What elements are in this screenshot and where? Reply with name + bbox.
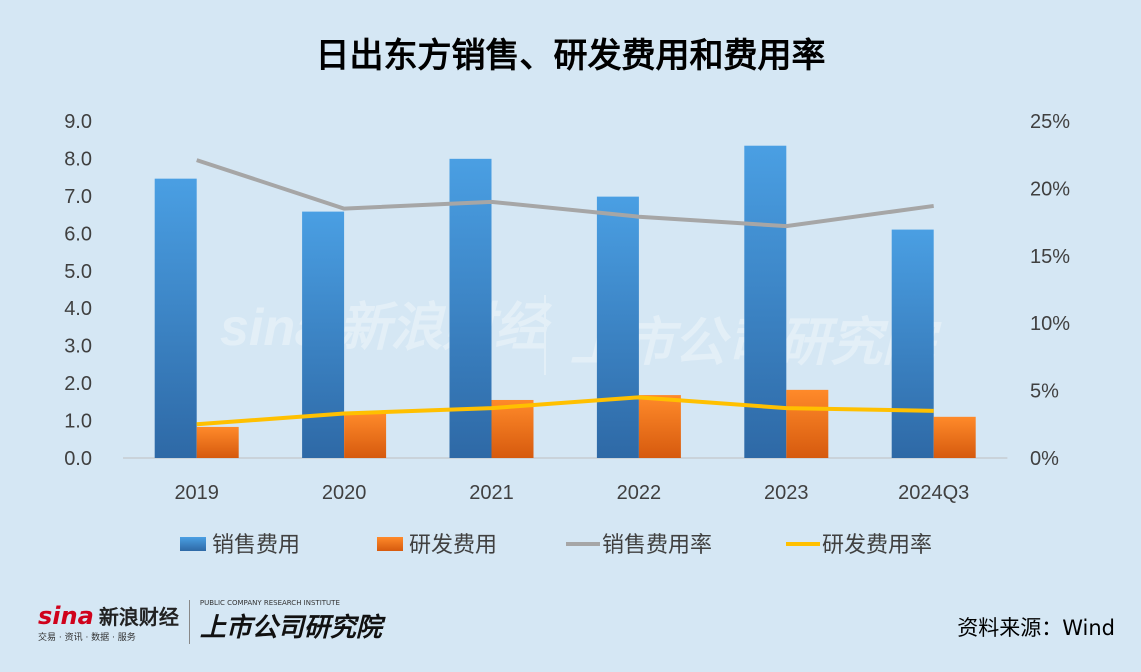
x-axis-tick: 2021 [469, 482, 514, 504]
source-note: 资料来源：Wind [957, 616, 1115, 640]
bar-rd [786, 389, 829, 458]
svg-text:sina 新浪财经: sina 新浪财经 [220, 299, 552, 357]
legend-label: 销售费用 [212, 532, 300, 557]
legend-swatch [180, 537, 206, 551]
right-axis-tick: 10% [1030, 313, 1070, 335]
legend-label: 研发费用率 [822, 532, 932, 557]
left-axis-tick: 1.0 [64, 411, 92, 433]
left-axis-tick: 2.0 [64, 373, 92, 395]
sina-logo-cn: 新浪财经 [98, 604, 179, 629]
right-axis-tick: 25% [1030, 111, 1070, 133]
bar-sales [744, 145, 787, 459]
line-rd-rate [196, 395, 934, 427]
right-axis-tick: 5% [1030, 381, 1059, 403]
x-axis-tick: 2024Q3 [898, 482, 969, 504]
inst-logo-sub: PUBLIC COMPANY RESEARCH INSTITUTE [199, 599, 340, 607]
sina-logo-sub: 交易 · 资讯 · 数据 · 服务 [38, 632, 136, 643]
left-axis-tick: 5.0 [64, 261, 92, 283]
bar-sales [891, 229, 934, 458]
left-axis-tick: 6.0 [64, 223, 92, 245]
left-axis-tick: 4.0 [64, 298, 92, 320]
right-axis-tick: 0% [1030, 448, 1059, 470]
x-axis-tick: 2022 [617, 482, 662, 504]
right-axis-tick: 15% [1030, 246, 1070, 268]
left-axis-tick: 7.0 [64, 186, 92, 208]
left-axis-tick: 0.0 [64, 448, 92, 470]
x-axis-tick: 2023 [764, 482, 809, 504]
bar-rd [491, 399, 534, 458]
bar-rd [638, 395, 681, 458]
legend-label: 销售费用率 [602, 532, 712, 557]
left-axis-tick: 8.0 [64, 148, 92, 170]
right-axis-tick: 20% [1030, 178, 1070, 200]
logo-divider [188, 599, 190, 644]
line-sales-rate [196, 158, 934, 229]
bar-rd [344, 413, 387, 458]
bar-sales [302, 211, 345, 458]
footer-logo: sina 新浪财经 交易 · 资讯 · 数据 · 服务 PUBLIC COMPA… [38, 599, 382, 644]
legend-swatch [377, 537, 403, 551]
bar-sales [596, 196, 639, 459]
legend-label: 研发费用 [409, 532, 497, 557]
inst-logo: 上市公司研究院 [199, 613, 382, 643]
x-axis-tick: 2019 [174, 482, 219, 504]
bar-rd [933, 416, 976, 458]
chart-title: 日出东方销售、研发费用和费用率 [315, 36, 826, 76]
sina-logo: sina [38, 601, 94, 630]
left-axis-tick: 9.0 [64, 111, 92, 133]
x-axis-tick: 2020 [322, 482, 367, 504]
bar-sales [154, 178, 197, 459]
left-axis-tick: 3.0 [64, 336, 92, 358]
bar-rd [196, 426, 239, 458]
